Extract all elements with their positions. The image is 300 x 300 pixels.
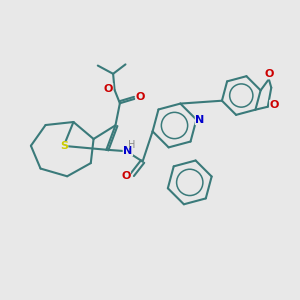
Text: H: H — [128, 140, 135, 150]
Text: O: O — [264, 69, 274, 79]
Text: O: O — [103, 83, 113, 94]
Text: N: N — [123, 146, 133, 156]
Text: O: O — [121, 171, 130, 181]
Text: O: O — [270, 100, 279, 110]
Text: N: N — [195, 115, 205, 124]
Text: S: S — [60, 142, 68, 152]
Text: O: O — [136, 92, 145, 102]
